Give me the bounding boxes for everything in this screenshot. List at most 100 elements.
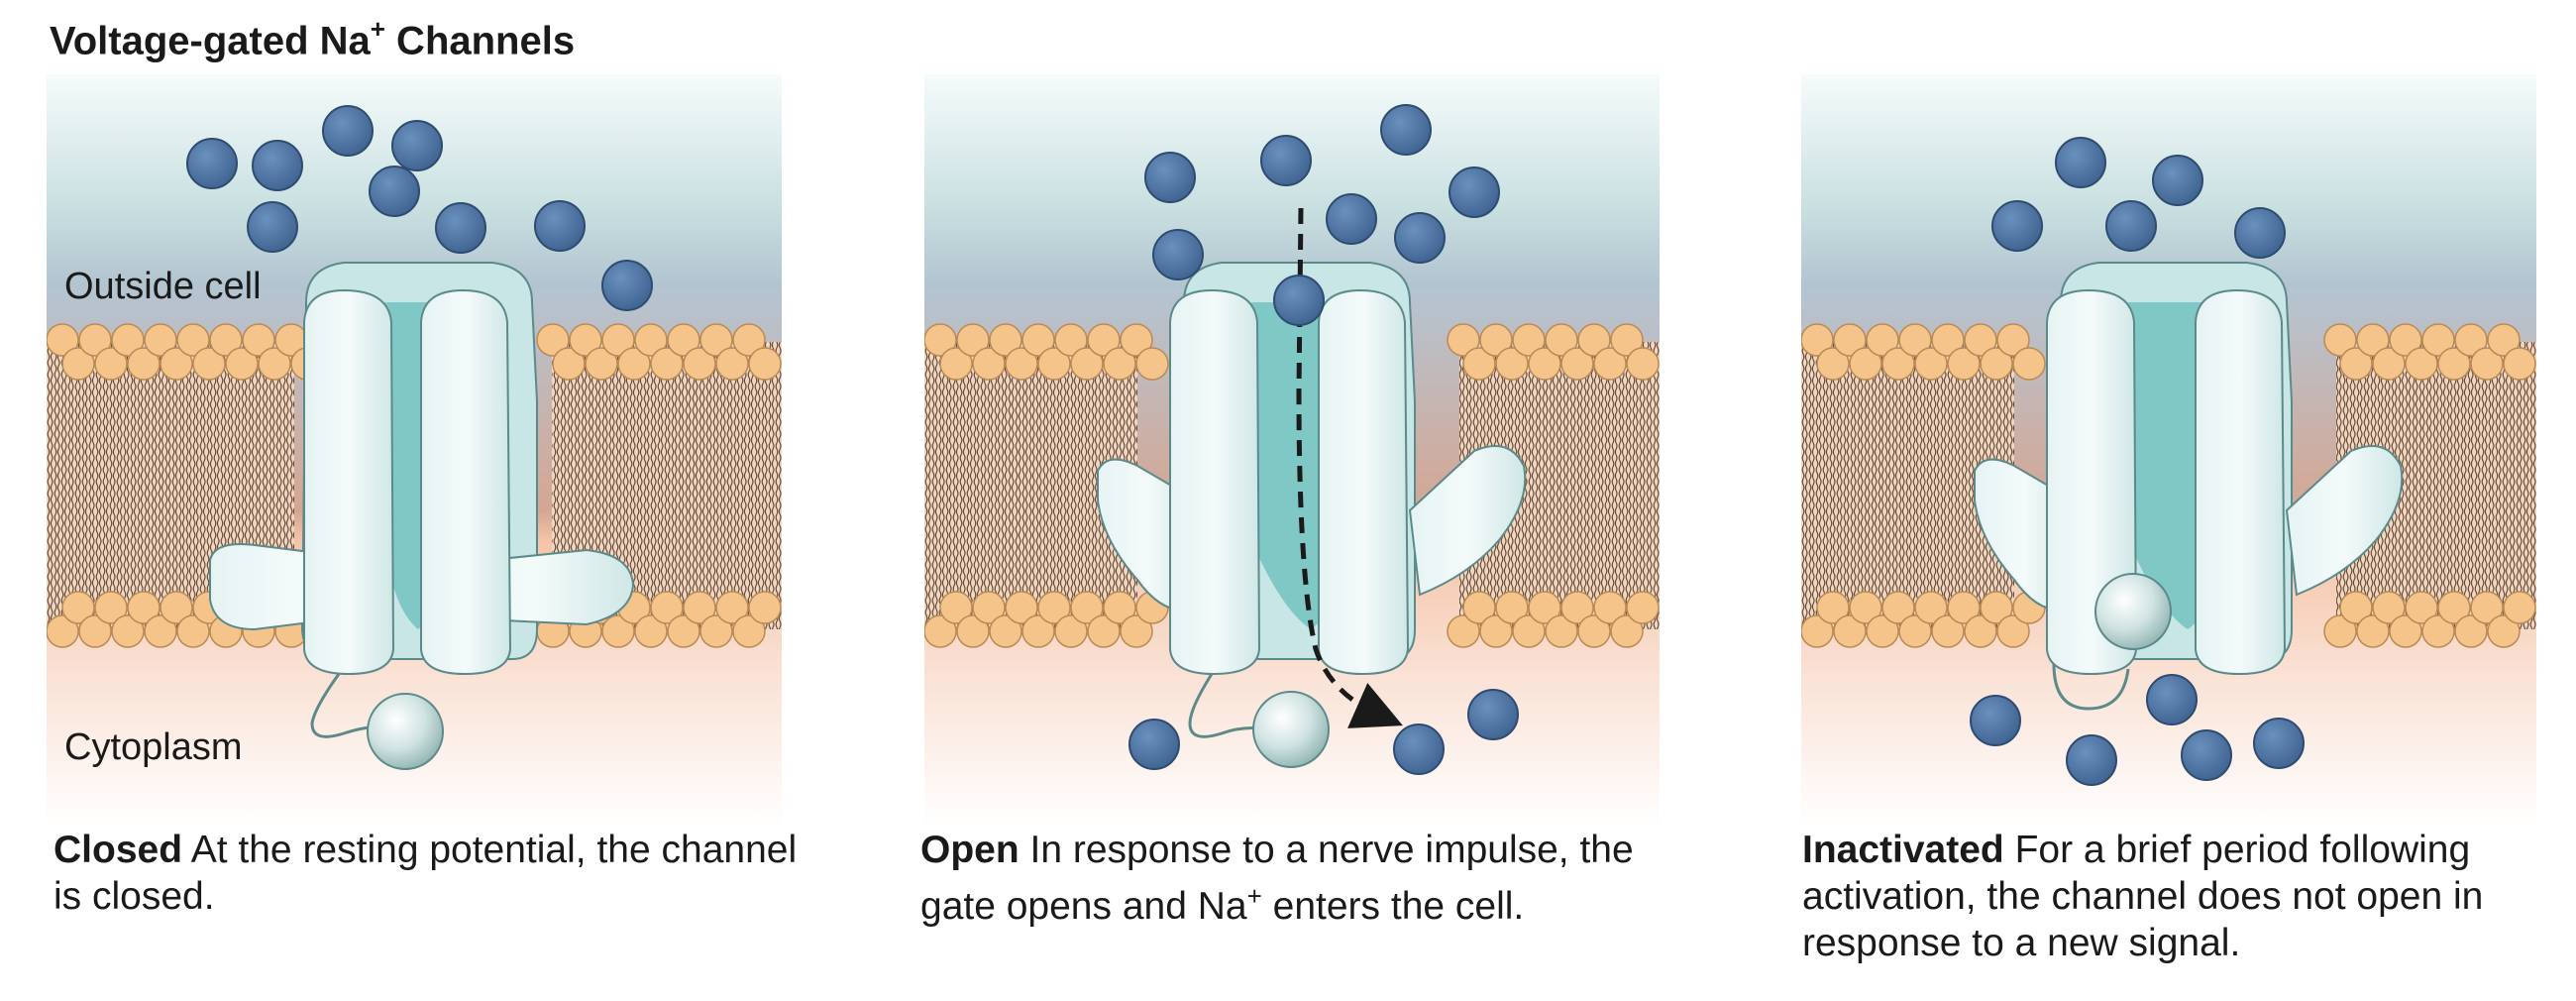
lipid-head <box>1545 323 1578 357</box>
lipid-head <box>176 614 210 648</box>
lipid-head <box>176 323 210 357</box>
sodium-ion <box>534 200 586 252</box>
lipid-head <box>748 347 782 381</box>
inactivation-gate <box>310 673 444 770</box>
lipid-head <box>667 323 700 357</box>
lipid-head <box>989 323 1022 357</box>
lipid-head <box>1528 591 1561 624</box>
lipid-head <box>2470 591 2504 624</box>
lipid-head <box>1914 347 1948 381</box>
lipid-head <box>1528 347 1561 381</box>
sodium-ion <box>2234 207 2286 259</box>
sodium-ion <box>2066 734 2117 786</box>
caption-open-heading: Open <box>920 829 1020 871</box>
caption-closed-heading: Closed <box>54 829 183 871</box>
lipid-head <box>699 323 733 357</box>
lipid-head <box>111 614 145 648</box>
lipid-head <box>536 323 570 357</box>
lipid-head <box>1898 614 1932 648</box>
lipid-head <box>2372 347 2406 381</box>
lipid-head <box>1610 323 1644 357</box>
sodium-ion <box>369 166 420 217</box>
lipid-head <box>1996 614 2030 648</box>
lipid-head <box>650 347 684 381</box>
lipid-head <box>1087 323 1121 357</box>
sodium-ion <box>1393 723 1445 775</box>
lipid-head <box>1103 591 1136 624</box>
lipid-head <box>1005 347 1038 381</box>
lipid-head <box>144 323 177 357</box>
sodium-ion <box>1273 275 1325 326</box>
sodium-ion <box>1970 695 2021 746</box>
lipid-head <box>94 591 128 624</box>
lipid-head <box>1447 614 1480 648</box>
lipid-head <box>1512 614 1546 648</box>
lipid-head <box>1462 347 1496 381</box>
lipid-head <box>1833 323 1867 357</box>
sodium-ions <box>186 105 653 311</box>
closed-channel-diagram <box>47 74 782 828</box>
lipid-head <box>2487 323 2521 357</box>
lipid-head <box>552 347 586 381</box>
sodium-ion <box>1144 152 1196 203</box>
lipid-head <box>667 614 700 648</box>
sodium-ion <box>1326 193 1377 245</box>
lipid-head <box>2454 614 2488 648</box>
lipid-head <box>2405 347 2438 381</box>
lipid-head <box>972 591 1006 624</box>
caption-inactivated: Inactivated For a brief period following… <box>1802 827 2565 966</box>
lipid-head <box>1479 614 1513 648</box>
sodium-ion <box>252 140 303 191</box>
caption-open-superscript: + <box>1246 881 1262 911</box>
sodium-ion <box>1449 167 1500 218</box>
lipid-head <box>1495 347 1529 381</box>
panel-closed: Outside cell Cytoplasm <box>47 74 782 828</box>
lipid-head <box>94 347 128 381</box>
lipid-head <box>1054 323 1088 357</box>
lipid-head <box>732 614 766 648</box>
lipid-head <box>61 347 95 381</box>
lipid-head <box>1881 591 1915 624</box>
lipid-head <box>2503 347 2536 381</box>
lipid-head <box>1931 323 1965 357</box>
channel-protein <box>1097 262 1527 676</box>
lipid-head <box>956 323 990 357</box>
panel-inactivated <box>1801 74 2536 828</box>
inactivation-gate <box>1188 673 1330 768</box>
sodium-ion <box>391 120 443 171</box>
lipid-head <box>1816 591 1850 624</box>
gate-ball <box>367 693 444 770</box>
sodium-ion <box>1260 135 1312 186</box>
lipid-head <box>242 323 275 357</box>
lipid-head <box>1447 323 1480 357</box>
lipid-head <box>924 614 957 648</box>
gate-ball <box>2094 573 2172 650</box>
caption-closed-text: At the resting potential, the channel is… <box>54 829 798 918</box>
lipid-head <box>2421 323 2455 357</box>
lipid-head <box>1626 347 1660 381</box>
lipid-head <box>683 347 716 381</box>
lipid-head <box>1135 347 1169 381</box>
lipid-head <box>1964 614 1997 648</box>
lipid-head <box>748 591 782 624</box>
lipid-head <box>127 591 161 624</box>
lipid-head <box>989 614 1022 648</box>
sodium-ion <box>2152 155 2203 206</box>
lipid-head <box>1849 591 1882 624</box>
lipid-head <box>956 614 990 648</box>
sodium-ion <box>322 105 374 157</box>
sodium-ion <box>1467 689 1519 740</box>
figure-title: Voltage-gated Na+ Channels <box>50 14 575 63</box>
lipid-head <box>1881 347 1915 381</box>
lipid-head <box>715 347 749 381</box>
lipid-head <box>160 347 193 381</box>
panel-open <box>924 74 1660 828</box>
lipid-head <box>1833 614 1867 648</box>
lipid-head <box>1914 591 1948 624</box>
lipid-head <box>601 323 635 357</box>
sodium-ion <box>1394 212 1446 264</box>
lipid-head <box>683 591 716 624</box>
lipid-head <box>1512 323 1546 357</box>
lipid-head <box>1495 591 1529 624</box>
lipid-head <box>61 591 95 624</box>
